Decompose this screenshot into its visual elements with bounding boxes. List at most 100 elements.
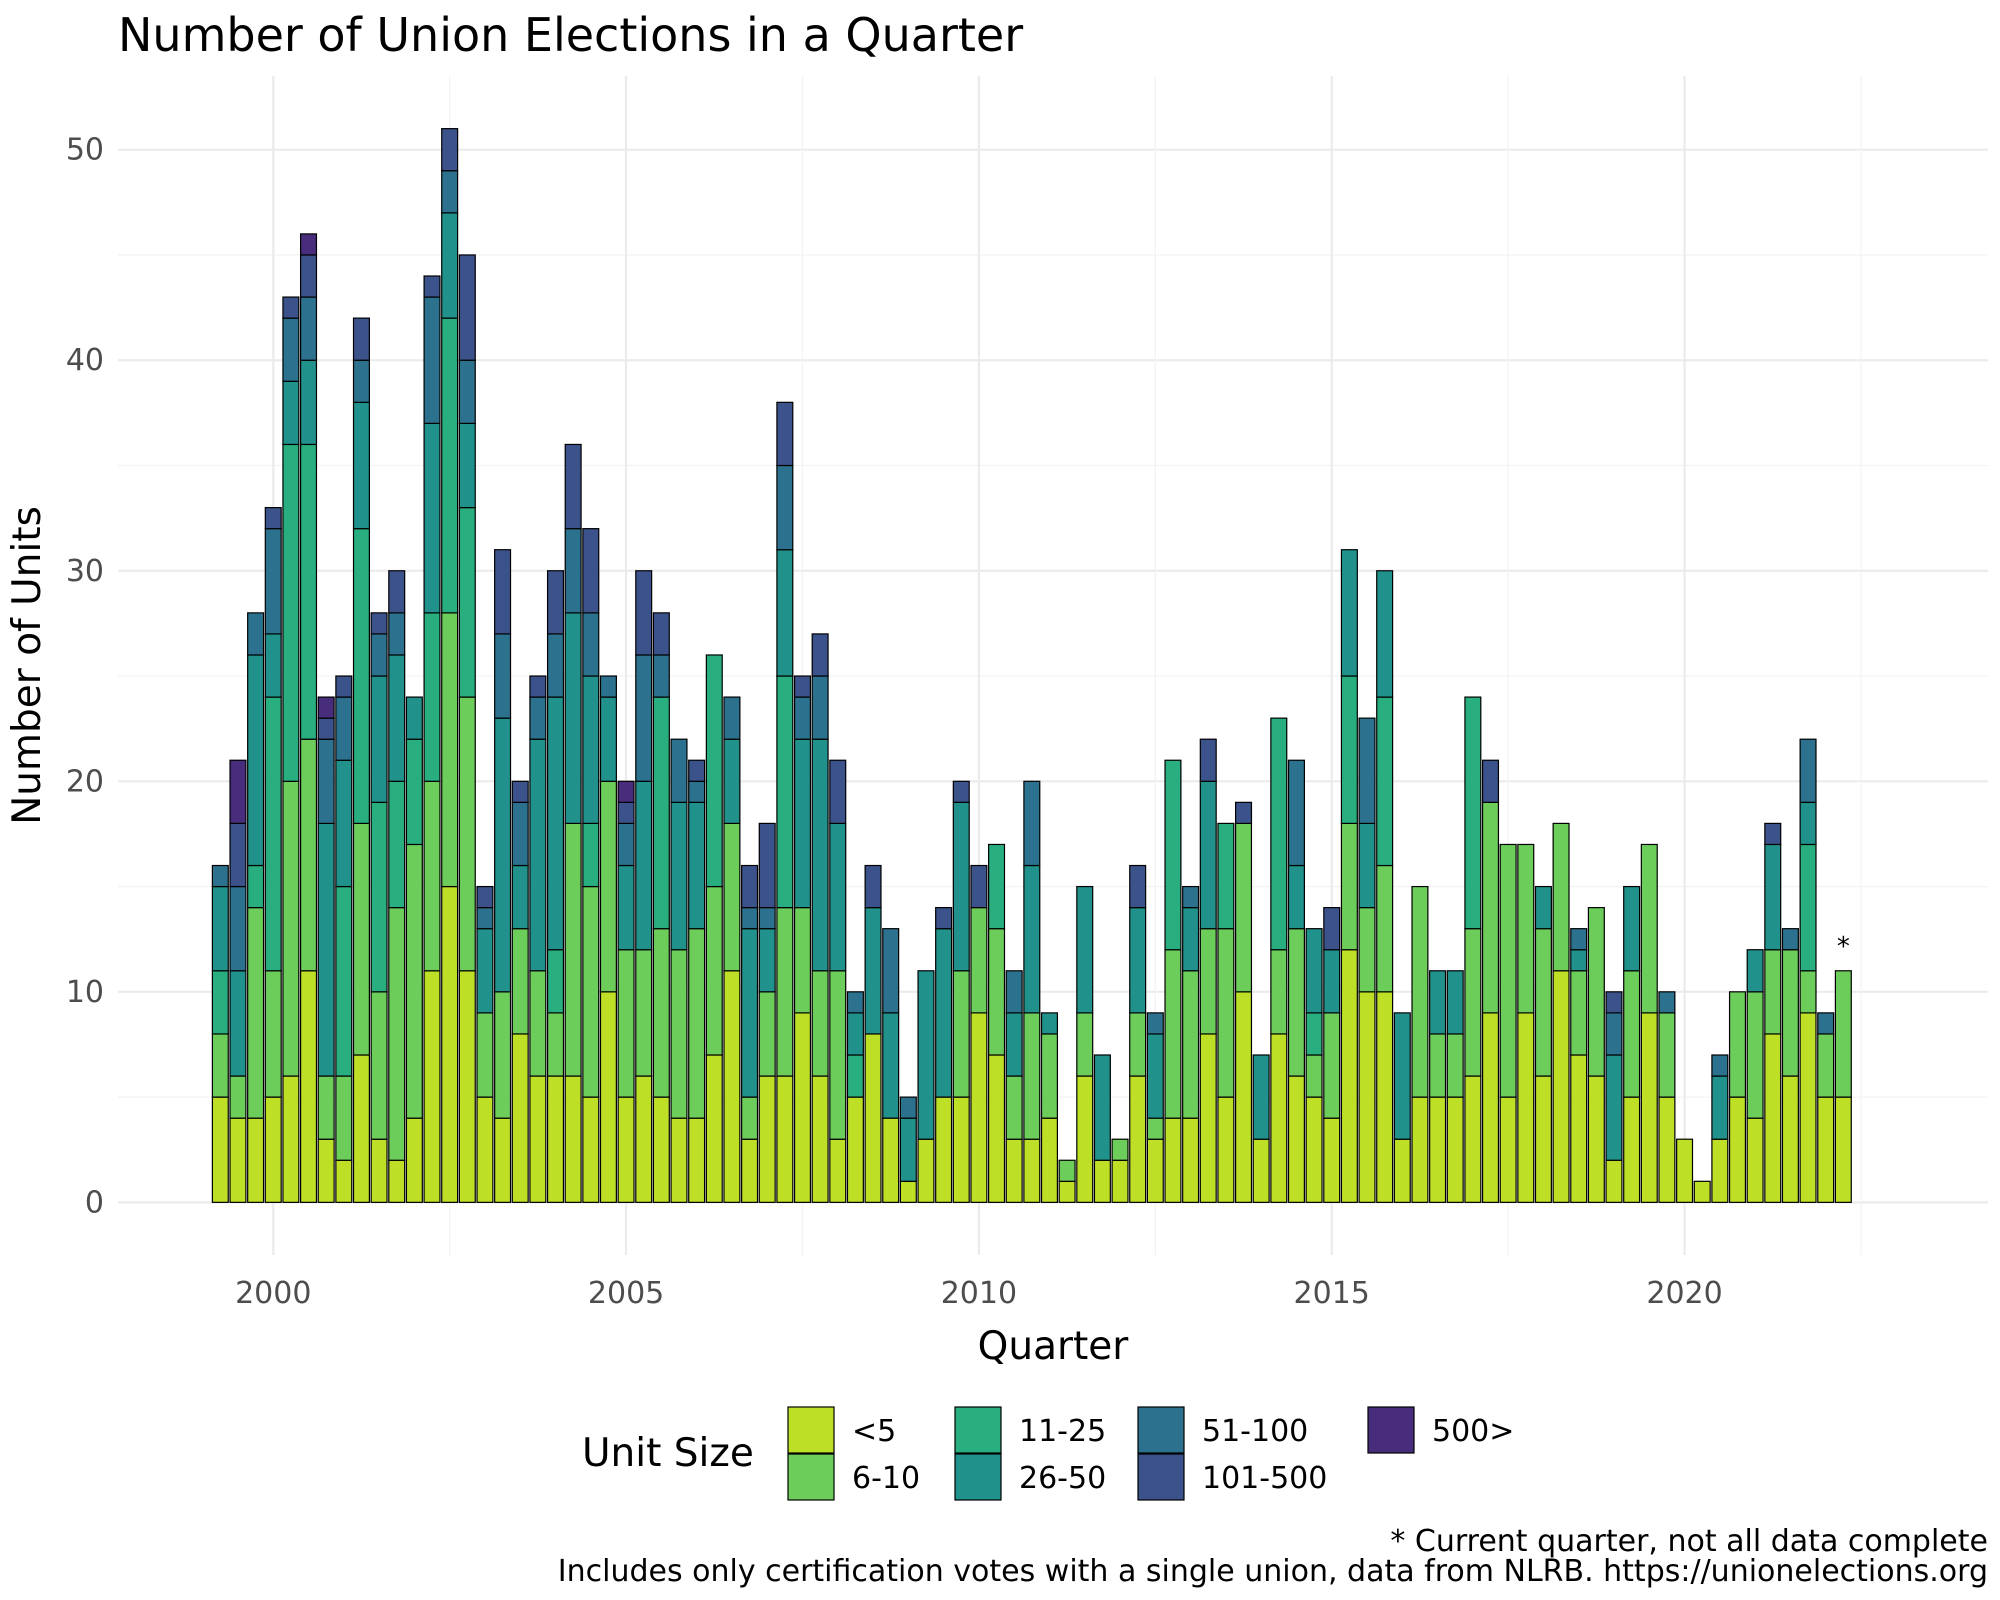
bar-segment [617, 864, 635, 951]
bar-segment [229, 1075, 247, 1119]
bar-segment [494, 717, 512, 993]
bar-segment [935, 1096, 953, 1203]
bar-segment [1640, 843, 1658, 1014]
bar-segment [352, 822, 370, 1056]
bar-segment [811, 1075, 829, 1203]
bar-segment [1058, 1180, 1076, 1203]
bar-segment [1376, 864, 1394, 993]
bar-segment [846, 991, 864, 1014]
bar-segment [264, 1096, 282, 1203]
bar-segment [335, 759, 353, 888]
bar-segment [1199, 738, 1217, 782]
bar-segment [635, 1075, 653, 1203]
legend-label-1: <5 [852, 1414, 896, 1449]
bar-segment [705, 1054, 723, 1203]
bar-segment [229, 885, 247, 972]
bar-segment [776, 464, 794, 551]
bar-segment [811, 970, 829, 1077]
bar-segment [670, 949, 688, 1119]
bar-segment [882, 1012, 900, 1119]
bar-segment [247, 1117, 265, 1203]
bar-segment [1129, 1075, 1147, 1203]
bar-segment [793, 907, 812, 1014]
bar-segment [846, 1012, 864, 1056]
y-tick-label: 0 [85, 1185, 104, 1220]
bar-segment [811, 738, 829, 972]
bar-segment [264, 970, 282, 1098]
bar-segment [1340, 675, 1358, 825]
bar-segment [458, 970, 476, 1203]
bar-segment [793, 696, 812, 740]
bar-segment [1287, 1075, 1305, 1203]
bar-segment [370, 801, 388, 993]
bar-segment [1234, 801, 1253, 825]
bar-segment [1799, 1012, 1817, 1203]
bar-segment [1570, 928, 1588, 951]
bar-segment [352, 1054, 370, 1203]
bar-segment [1305, 1054, 1323, 1098]
bar-segment [1182, 907, 1200, 972]
bar-segment [1287, 864, 1305, 930]
bar-segment [1005, 1075, 1023, 1140]
bar-segment [317, 1075, 335, 1140]
bar-segment [935, 928, 953, 1098]
bar-segment [282, 296, 300, 319]
bar-segment [529, 738, 547, 972]
legend-label-3: 11-25 [1019, 1414, 1106, 1449]
bar-segment [564, 822, 582, 1077]
bar-segment [1711, 1075, 1729, 1140]
bar-segment [282, 443, 300, 782]
bar-segment [352, 317, 370, 361]
bar-segment [635, 949, 653, 1077]
bar-segment [741, 907, 759, 930]
bar-segment [1764, 949, 1782, 1035]
bar-segment [546, 1075, 565, 1203]
bar-segment [1076, 1075, 1094, 1203]
bar-segment [1446, 1033, 1464, 1098]
legend-key-4 [954, 1453, 1002, 1501]
bar-segment [1570, 1054, 1588, 1203]
bar-segment [1623, 970, 1641, 1098]
axis-labels: 0 10 20 30 40 50 2000 2005 2010 2015 2020 Quarter Nu… [5, 133, 1723, 1369]
bar-segment [1270, 717, 1288, 951]
bar-segment [1481, 1012, 1500, 1203]
x-tick-label: 2020 [1646, 1276, 1722, 1311]
bar-segment [1270, 949, 1288, 1035]
bar-segment [529, 675, 547, 698]
bar-segment [1693, 1180, 1711, 1203]
bar-segment [1340, 822, 1358, 951]
bar-segment [370, 1138, 388, 1203]
bar-segment [1728, 991, 1747, 1098]
x-axis-title: Quarter [978, 1324, 1130, 1369]
legend-key-1 [787, 1406, 835, 1454]
bar-segment [476, 1096, 494, 1203]
x-tick-label: 2010 [941, 1276, 1017, 1311]
bar-segment [1040, 1012, 1059, 1035]
bar-segment [1340, 949, 1358, 1203]
bar-segment [1728, 1096, 1747, 1203]
bar-segment [211, 1096, 229, 1203]
bar-segment [1799, 970, 1817, 1014]
bar-segment [1605, 1012, 1623, 1056]
bar-segment [1217, 928, 1235, 1098]
bar-segment [776, 401, 794, 467]
bar-segment [829, 759, 847, 825]
bar-segment [652, 612, 670, 656]
bar-segment [1817, 1033, 1835, 1098]
bar-segment [1429, 1033, 1447, 1098]
bar-segment [494, 633, 512, 719]
bar-segment [247, 907, 265, 1119]
bar-segment [1781, 1075, 1799, 1203]
bar-segment [1429, 1096, 1447, 1203]
bar-segment [458, 254, 476, 361]
bar-segment [776, 907, 794, 1077]
bar-segment [582, 528, 600, 614]
bar-segment [899, 1180, 917, 1203]
bar-segment [1499, 1096, 1517, 1203]
bar-segment [1799, 738, 1817, 803]
x-tick-label: 2015 [1294, 1276, 1370, 1311]
bar-segment [1076, 885, 1094, 1014]
bar-segment [688, 759, 706, 782]
bar-segment [1146, 1117, 1164, 1140]
legend-key-3 [954, 1406, 1002, 1454]
